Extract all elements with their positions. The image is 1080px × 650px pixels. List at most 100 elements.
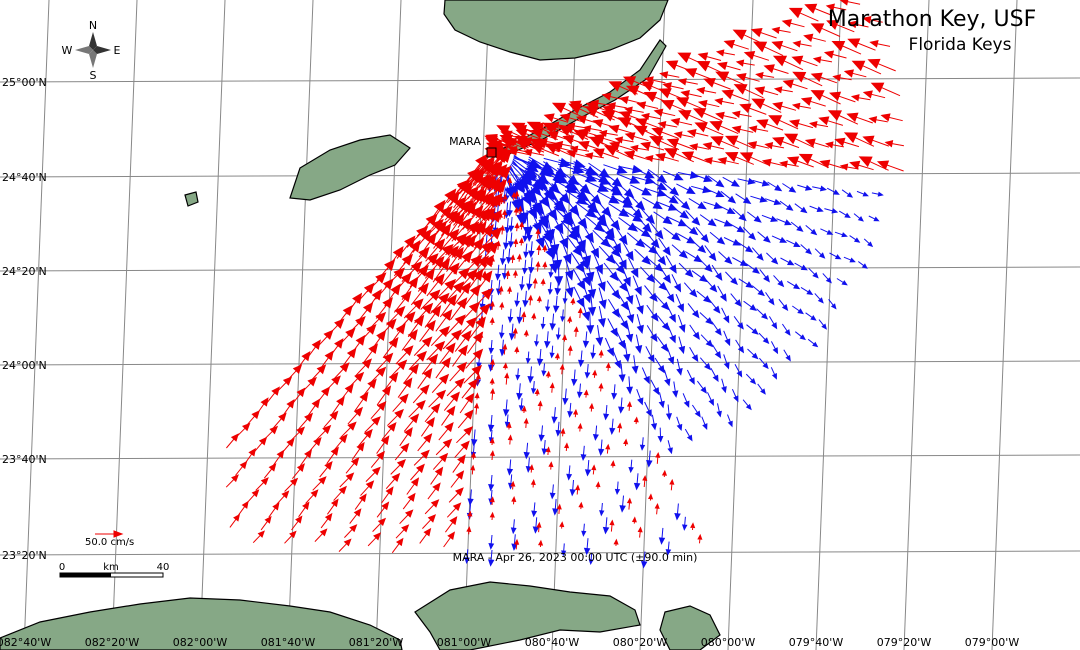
vector-arrow — [653, 108, 676, 117]
vector-arrow — [489, 511, 495, 521]
vector-arrow — [791, 102, 811, 110]
vector-arrow — [696, 290, 712, 304]
vector-arrow — [326, 498, 339, 515]
vector-arrow — [542, 196, 558, 221]
vector-arrow — [514, 346, 520, 354]
vector-arrow — [792, 305, 804, 315]
vector-arrow — [535, 260, 541, 272]
vector-arrow — [578, 196, 600, 214]
vector-arrow — [235, 460, 248, 476]
vector-arrow — [747, 141, 770, 150]
vector-arrow — [507, 308, 514, 324]
vector-arrow — [689, 324, 700, 340]
vector-arrow — [752, 179, 771, 187]
vector-arrow — [673, 131, 694, 139]
vector-arrow — [502, 193, 508, 204]
vector-arrow — [298, 412, 314, 430]
vector-arrow — [577, 307, 583, 319]
vector-arrow — [735, 339, 745, 354]
vector-arrow — [747, 211, 762, 223]
scale-vector-label: 50.0 cm/s — [85, 537, 134, 548]
vector-arrow — [820, 228, 834, 235]
vector-arrow — [633, 416, 639, 425]
vector-arrow — [340, 421, 357, 438]
vector-arrow — [765, 292, 775, 306]
vector-arrow — [530, 143, 560, 157]
vector-arrow — [457, 409, 474, 429]
vector-arrow — [797, 184, 813, 191]
vector-arrow — [424, 403, 441, 423]
vector-arrow — [467, 489, 474, 506]
vector-arrow — [576, 247, 589, 270]
vector-arrow — [489, 437, 495, 446]
vector-arrow — [698, 257, 713, 273]
vector-arrow — [441, 405, 456, 426]
vector-arrow — [690, 522, 696, 531]
vector-arrow — [501, 209, 508, 219]
km-end: 40 — [157, 562, 170, 573]
vector-arrow — [640, 266, 656, 283]
vector-arrow — [592, 425, 599, 441]
vector-arrow — [413, 449, 430, 466]
vector-arrow — [522, 227, 529, 243]
vector-arrow — [645, 346, 655, 363]
vector-arrow — [354, 391, 369, 412]
vector-arrow — [786, 239, 801, 248]
lon-label: 082°00'W — [173, 636, 228, 649]
vector-arrow — [770, 367, 777, 380]
vector-arrow — [644, 230, 660, 249]
vector-arrow — [655, 295, 670, 311]
vector-arrow — [564, 256, 574, 281]
vector-arrow — [691, 270, 708, 283]
vector-arrow — [406, 477, 420, 495]
vector-arrow — [580, 445, 587, 462]
vector-arrow — [739, 103, 767, 115]
vector-arrow — [229, 513, 241, 528]
vector-arrow — [528, 257, 535, 275]
vector-arrow — [571, 206, 588, 230]
vector-arrow — [532, 277, 538, 289]
vector-arrow — [732, 257, 749, 267]
vector-arrow — [465, 348, 484, 369]
vector-arrow — [771, 235, 788, 243]
vector-arrow — [581, 281, 591, 304]
vector-arrow — [397, 377, 413, 398]
vector-arrow — [834, 137, 860, 148]
vector-arrow — [475, 373, 481, 385]
lat-line — [0, 172, 1080, 178]
vector-arrow — [387, 408, 404, 426]
vector-arrow — [508, 148, 530, 156]
vector-arrow — [562, 291, 568, 305]
vector-arrow — [450, 297, 468, 321]
vector-arrow — [540, 316, 546, 330]
vector-arrow — [542, 244, 548, 252]
vector-arrow — [810, 23, 841, 37]
vector-arrow — [420, 417, 435, 437]
vector-arrow — [657, 121, 678, 129]
florida-mainland — [443, 0, 669, 61]
vector-arrow — [572, 166, 599, 177]
vector-arrow — [746, 324, 759, 335]
vector-arrow — [747, 348, 759, 360]
vector-arrow — [717, 156, 739, 165]
vector-arrow — [467, 510, 473, 520]
vector-arrow — [474, 392, 480, 400]
vector-arrow — [683, 282, 698, 298]
vector-arrow — [667, 216, 688, 227]
vector-arrow — [351, 441, 365, 460]
vector-arrow — [586, 174, 612, 185]
vector-arrow — [805, 225, 818, 236]
lon-label: 079°00'W — [965, 636, 1020, 649]
vector-arrow — [542, 261, 548, 269]
vector-arrow — [711, 344, 722, 359]
vector-arrow — [836, 278, 848, 286]
vector-arrow — [694, 122, 724, 136]
vector-arrow — [655, 451, 661, 464]
vector-arrow — [621, 240, 634, 262]
vector-arrow — [521, 405, 527, 414]
vector-arrow — [450, 470, 465, 488]
vector-arrow — [587, 236, 600, 259]
vector-arrow — [255, 477, 269, 491]
vector-arrow — [647, 493, 654, 501]
vector-arrow — [825, 141, 844, 149]
